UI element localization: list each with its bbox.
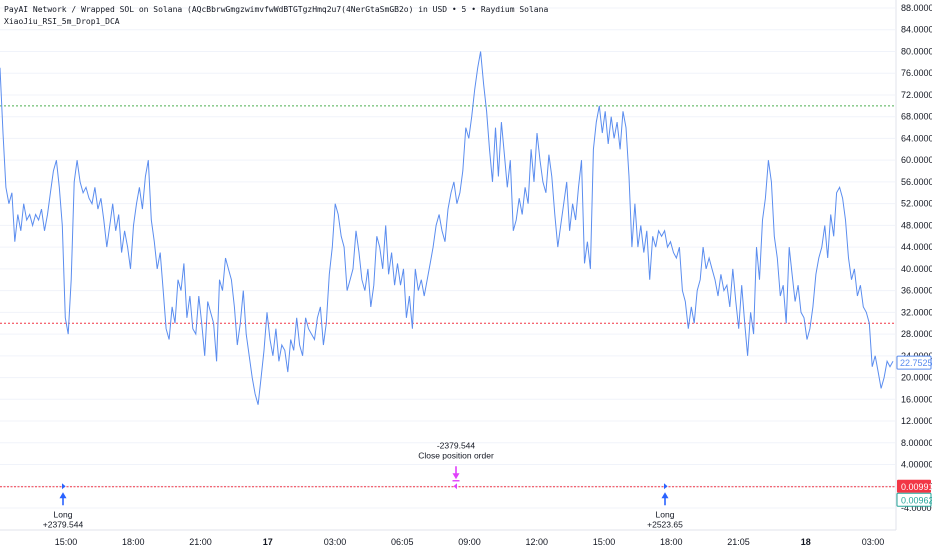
price-tick-label: 84.00000 <box>901 25 932 35</box>
price-tick-label: 20.00000 <box>901 373 932 383</box>
close-label: Close position order <box>418 450 494 460</box>
price-tick-label: 56.00000 <box>901 177 932 187</box>
price-tick-label: 88.00000 <box>901 3 932 13</box>
price-tick-label: 12.00000 <box>901 416 932 426</box>
long-arrow-head <box>661 492 669 499</box>
time-tick-label: 15:00 <box>593 537 616 547</box>
long-amount: +2523.65 <box>647 519 683 529</box>
level-lines <box>0 105 895 488</box>
time-tick-label: 09:00 <box>458 537 481 547</box>
time-tick-label: 18:00 <box>660 537 683 547</box>
price-axis[interactable]: 88.00000 84.00000 80.00000 76.00000 72.00000… <box>895 0 932 530</box>
long-label: Long <box>54 509 73 519</box>
price-tick-label: 16.00000 <box>901 394 932 404</box>
long-entry-marker <box>62 483 66 490</box>
price-tick-label: 40.00000 <box>901 264 932 274</box>
long-label: Long <box>656 509 675 519</box>
price-series <box>0 51 894 405</box>
time-tick-label: 15:00 <box>55 537 78 547</box>
equity-red-badge <box>897 479 931 493</box>
price-tick-label: -4.00000 <box>901 503 932 513</box>
time-tick-label: 18:00 <box>122 537 145 547</box>
price-tick-label: 32.00000 <box>901 307 932 317</box>
time-tick-label: 18 <box>801 537 811 547</box>
long-amount: +2379.544 <box>43 519 84 529</box>
price-tick-label: 64.00000 <box>901 133 932 143</box>
price-tick-label: 76.00000 <box>901 68 932 78</box>
long-arrow-head <box>59 492 67 499</box>
symbol-legend[interactable]: PayAI Network / Wrapped SOL on Solana (A… <box>4 5 549 14</box>
price-tick-label: 44.00000 <box>901 242 932 252</box>
price-tick-label: 8.00000 <box>901 438 932 448</box>
equity-red-label: 0.00991 <box>901 482 932 492</box>
time-tick-label: 03:00 <box>324 537 347 547</box>
price-tick-label: 48.00000 <box>901 220 932 230</box>
price-tick-label: 72.00000 <box>901 90 932 100</box>
time-tick-label: 21:05 <box>727 537 750 547</box>
equity-green-label: 0.00962 <box>901 495 932 505</box>
price-line <box>0 51 894 405</box>
price-tick-label: 80.00000 <box>901 46 932 56</box>
price-tick-label: 52.00000 <box>901 199 932 209</box>
long-entry-marker <box>664 483 668 490</box>
time-tick-label: 17 <box>263 537 273 547</box>
trade-markers: Long+2379.544Long+2523.65-2379.544Close … <box>43 440 683 529</box>
time-tick-label: 12:00 <box>525 537 548 547</box>
time-tick-label: 06:05 <box>391 537 414 547</box>
price-tick-label: 4.00000 <box>901 460 932 470</box>
close-exit-marker <box>453 483 457 490</box>
strategy-legend[interactable]: XiaoJiu_RSI_5m_Drop1_DCA <box>4 17 120 26</box>
price-tick-label: 60.00000 <box>901 155 932 165</box>
equity-green-badge <box>896 492 932 507</box>
close-arrow-head <box>452 473 460 480</box>
current-price-badge <box>896 355 932 370</box>
price-tick-label: 68.00000 <box>901 112 932 122</box>
time-axis[interactable]: 15:00 18:00 21:00 17 03:00 06:05 09:00 12:00 15:… <box>0 529 896 547</box>
price-tick-label: 28.00000 <box>901 329 932 339</box>
price-tick-label: 36.00000 <box>901 286 932 296</box>
time-tick-label: 03:00 <box>862 537 885 547</box>
time-tick-label: 21:00 <box>189 537 212 547</box>
close-amount: -2379.544 <box>437 440 476 450</box>
